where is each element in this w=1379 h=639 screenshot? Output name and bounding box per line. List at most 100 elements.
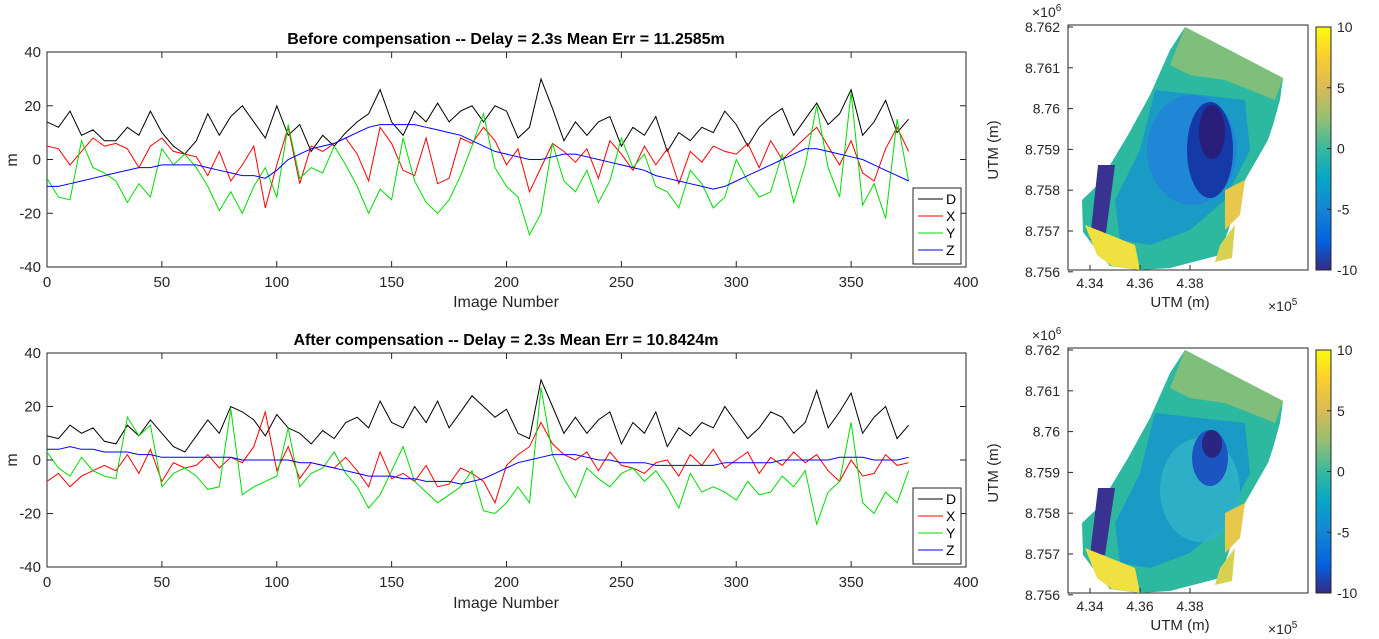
map-heatmap-image (1082, 350, 1283, 593)
y-axis-label: m (4, 453, 21, 466)
series-line-y (47, 387, 910, 527)
y-tick-label: 8.758 (1025, 182, 1060, 198)
colorbar-tick-label: 5 (1337, 80, 1345, 96)
series-line-z (47, 124, 909, 190)
y-axis-label: UTM (m) (985, 120, 1002, 179)
y-tick-label: 8.756 (1025, 264, 1060, 280)
series-line-x (47, 126, 910, 209)
legend-box (912, 487, 962, 565)
legend-label-d: D (946, 491, 956, 507)
x-multiplier-label: ×105 (1268, 620, 1298, 637)
x-tick-label: 4.34 (1076, 275, 1103, 291)
x-tick-label: 50 (154, 574, 171, 591)
series-line-z (47, 446, 909, 485)
x-tick-label: 250 (609, 274, 634, 291)
x-tick-label: 150 (379, 274, 404, 291)
y-tick-label: -20 (19, 506, 41, 523)
colorbar-tick-label: -10 (1337, 262, 1357, 278)
map-heatmap-image (1082, 27, 1283, 270)
y-tick-label: 20 (24, 98, 41, 115)
series-lines (47, 77, 910, 237)
series-line-x (47, 409, 909, 505)
y-tick-label: 8.759 (1025, 141, 1060, 157)
exponent: 5 (1292, 297, 1298, 308)
x-tick-label: 50 (154, 274, 171, 291)
chart-title: After compensation -- Delay = 2.3s Mean … (293, 332, 718, 349)
legend-label-z: Z (946, 242, 955, 258)
x-axis-label: Image Number (453, 294, 559, 311)
exponent: 6 (1056, 3, 1062, 14)
legend-label-d: D (946, 191, 956, 207)
line-chart-after: After compensation -- Delay = 2.3s Mean … (4, 332, 979, 612)
colorbar-tick-label: 0 (1337, 141, 1345, 157)
x-tick-label: 4.36 (1126, 598, 1153, 614)
exponent: 6 (1056, 326, 1062, 337)
x-tick-label: 400 (953, 274, 978, 291)
x-tick-label: 100 (264, 274, 289, 291)
y-multiplier-label: ×106 (1032, 326, 1062, 343)
exponent: 5 (1292, 620, 1298, 631)
colorbar-tick-label: -5 (1337, 201, 1350, 217)
x-tick-label: 250 (609, 574, 634, 591)
series-line-d (47, 378, 909, 453)
colorbar-tick-label: 5 (1337, 403, 1345, 419)
legend-label-y: Y (946, 225, 956, 241)
x-tick-label: 4.36 (1126, 275, 1153, 291)
y-tick-label: 8.757 (1025, 546, 1060, 562)
legend-label-z: Z (946, 542, 955, 558)
x-tick-label: 200 (494, 274, 519, 291)
x-axis-label: UTM (m) (1150, 617, 1209, 634)
y-tick-label: 8.757 (1025, 223, 1060, 239)
y-tick-label: 8.762 (1025, 19, 1060, 35)
series-lines (47, 378, 910, 527)
x-tick-label: 200 (494, 574, 519, 591)
elevation-map-before: 4.34 4.36 4.38 8.762 8.761 8.76 8.759 8.758 8.75… (985, 3, 1357, 314)
y-tick-label: 8.76 (1033, 101, 1060, 117)
y-tick-label: -40 (19, 559, 41, 576)
y-tick-label: 8.761 (1025, 60, 1060, 76)
y-tick-label: 0 (33, 152, 41, 169)
y-tick-label: 0 (33, 452, 41, 469)
y-tick-label: 8.756 (1025, 587, 1060, 603)
y-tick-label: 40 (24, 44, 41, 61)
legend-label-x: X (946, 208, 956, 224)
y-axis-label: m (4, 153, 21, 166)
x-tick-label: 4.38 (1176, 275, 1203, 291)
x-tick-label: 100 (264, 574, 289, 591)
y-tick-label: -40 (19, 259, 41, 276)
chart-title: Before compensation -- Delay = 2.3s Mean… (287, 31, 725, 48)
y-tick-label: 8.76 (1033, 424, 1060, 440)
legend-label-y: Y (946, 525, 956, 541)
x-tick-label: 300 (724, 574, 749, 591)
y-tick-label: 8.762 (1025, 342, 1060, 358)
x-multiplier-label: ×105 (1268, 297, 1298, 314)
colorbar-tick-label: -5 (1337, 524, 1350, 540)
x-tick-label: 300 (724, 274, 749, 291)
legend-box (912, 187, 962, 265)
series-line-y (47, 92, 910, 237)
x-tick-label: 0 (43, 574, 51, 591)
legend-label-x: X (946, 508, 956, 524)
x-tick-label: 400 (953, 574, 978, 591)
y-tick-label: -20 (19, 205, 41, 222)
line-chart-before: Before compensation -- Delay = 2.3s Mean… (4, 31, 979, 311)
axis-ticks: 0 50 100 150 200 250 300 350 400 -40 -20 0 20 40 (19, 44, 978, 291)
series-line-d (47, 77, 909, 155)
colorbar-tick-label: 0 (1337, 464, 1345, 480)
y-multiplier-label: ×106 (1032, 3, 1062, 20)
colorbar-tick-label: 10 (1337, 19, 1353, 35)
x-tick-label: 4.34 (1076, 598, 1103, 614)
elevation-map-after: 4.34 4.36 4.38 8.762 8.761 8.76 8.759 8.758 8.75… (985, 326, 1357, 637)
x-axis-label: UTM (m) (1150, 294, 1209, 311)
y-tick-label: 40 (24, 345, 41, 362)
x-axis-label: Image Number (453, 595, 559, 612)
y-axis-label: UTM (m) (985, 443, 1002, 502)
colorbar-tick-label: 10 (1337, 342, 1353, 358)
x-tick-label: 350 (839, 274, 864, 291)
y-tick-label: 8.759 (1025, 464, 1060, 480)
colorbar-tick-label: -10 (1337, 585, 1357, 601)
x-tick-label: 150 (379, 574, 404, 591)
